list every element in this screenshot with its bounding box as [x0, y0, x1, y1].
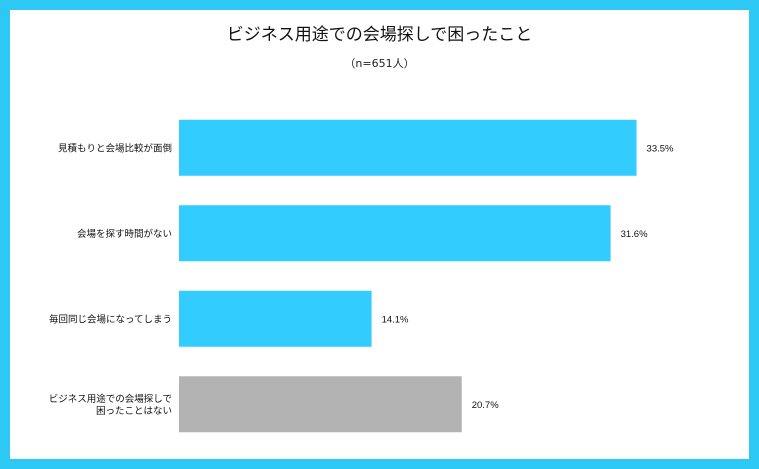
category-label-line: 困ったことはない — [96, 406, 172, 417]
bar-1 — [179, 119, 637, 176]
category-label-4: ビジネス用途での会場探しで困ったことはない — [49, 393, 172, 417]
bar-4 — [179, 376, 462, 433]
category-label-line: 見積もりと会場比較が面倒 — [58, 142, 172, 154]
category-label-3: 毎回同じ会場になってしまう — [49, 313, 172, 325]
category-label-2: 会場を探す時間がない — [77, 228, 172, 240]
value-label-4: 20.7% — [472, 400, 499, 411]
chart-subtitle: （n=651人） — [344, 57, 415, 70]
category-label-line: 会場を探す時間がない — [77, 228, 172, 240]
value-label-2: 31.6% — [621, 229, 648, 240]
value-label-1: 33.5% — [647, 143, 674, 154]
bar-2 — [179, 205, 611, 262]
chart-title: ビジネス用途での会場探しで困ったこと — [226, 25, 533, 45]
bar-3 — [179, 290, 372, 347]
category-label-line: ビジネス用途での会場探しで — [49, 393, 172, 405]
value-label-3: 14.1% — [382, 314, 409, 325]
category-label-1: 見積もりと会場比較が面倒 — [58, 142, 172, 154]
category-label-line: 毎回同じ会場になってしまう — [49, 313, 172, 325]
